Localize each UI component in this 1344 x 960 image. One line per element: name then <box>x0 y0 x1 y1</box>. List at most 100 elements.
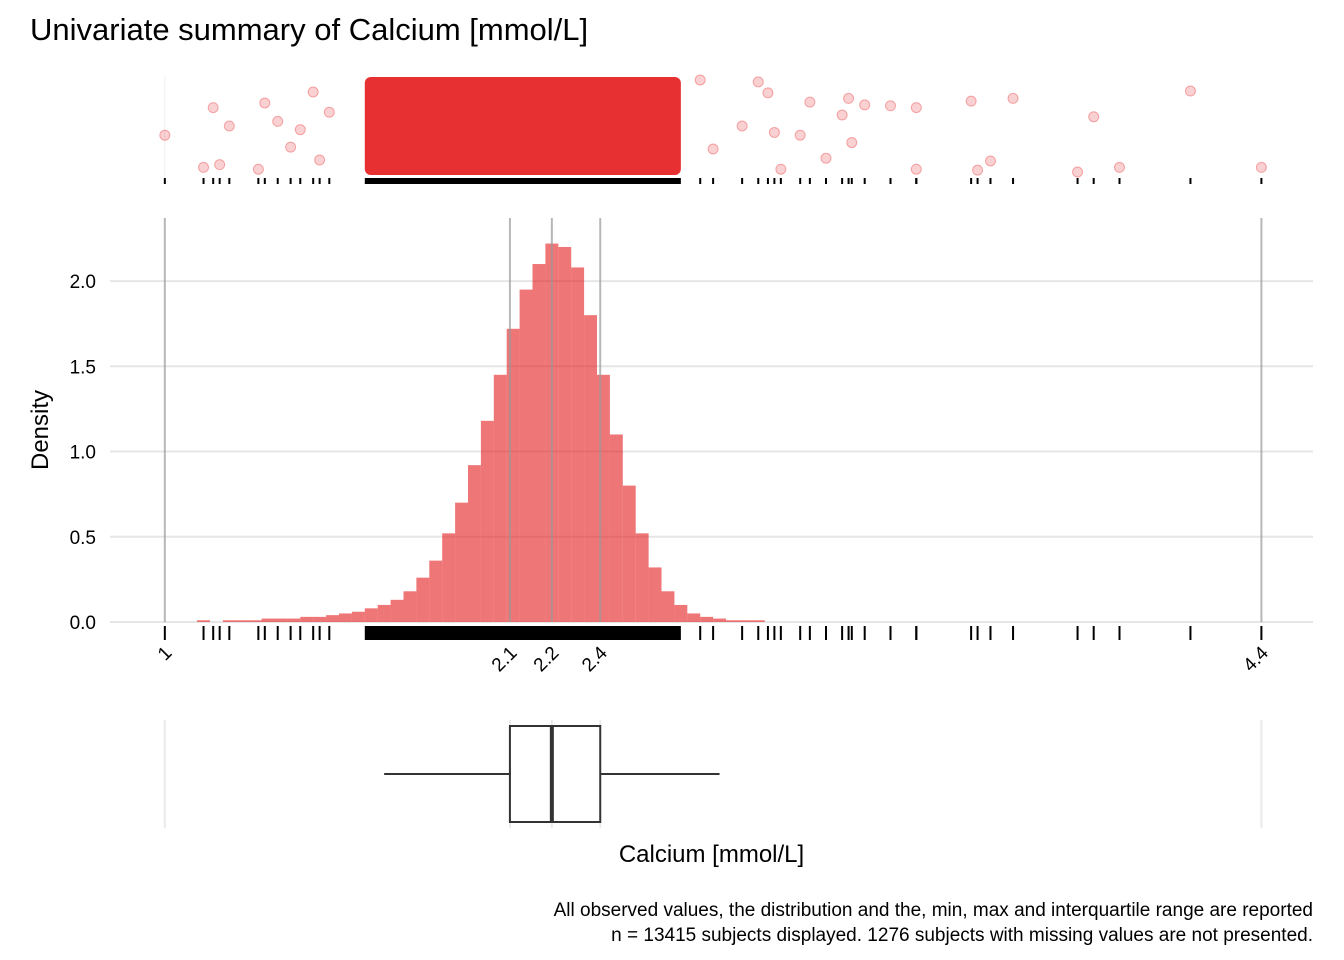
point <box>694 74 706 86</box>
bar <box>416 577 430 622</box>
bar <box>506 328 520 622</box>
point <box>252 163 264 175</box>
point <box>198 161 210 173</box>
point <box>294 124 306 136</box>
point <box>859 99 871 111</box>
point <box>285 141 297 153</box>
point <box>884 100 896 112</box>
bar <box>377 604 391 622</box>
point <box>1255 161 1267 173</box>
bar <box>738 620 752 622</box>
point <box>846 137 858 149</box>
bar <box>751 620 765 622</box>
caption: n = 13415 subjects displayed. 1276 subje… <box>611 925 1313 946</box>
y-axis-label: Density <box>27 390 54 470</box>
point <box>314 154 326 166</box>
bar <box>571 267 585 622</box>
bar <box>274 618 288 622</box>
box <box>508 725 602 823</box>
point <box>910 102 922 114</box>
point <box>307 86 319 98</box>
bar <box>609 434 623 622</box>
point <box>984 155 996 167</box>
x-tick-label: 2.4 <box>578 642 612 676</box>
x-tick-label: 1 <box>154 643 176 665</box>
y-tick-label: 0.0 <box>70 613 96 634</box>
bar <box>674 604 688 622</box>
chart-title: Univariate summary of Calcium [mmol/L] <box>30 12 588 47</box>
point <box>272 115 284 127</box>
bar <box>713 618 727 622</box>
x-axis-label: Calcium [mmol/L] <box>619 841 804 868</box>
point <box>159 129 171 141</box>
point <box>965 95 977 107</box>
point <box>214 159 226 171</box>
bar <box>635 533 649 622</box>
y-tick-label: 0.5 <box>70 528 96 549</box>
point <box>820 152 832 164</box>
caption: All observed values, the distribution an… <box>554 900 1313 921</box>
bar <box>338 613 352 622</box>
dense-points <box>364 77 681 175</box>
y-tick-label: 1.5 <box>70 357 96 378</box>
point <box>972 164 984 176</box>
bar <box>300 616 314 622</box>
y-tick-label: 2.0 <box>70 272 96 293</box>
point <box>707 143 719 155</box>
dense-rug <box>364 178 681 184</box>
x-tick-label: 2.1 <box>488 643 522 677</box>
bar <box>661 591 675 622</box>
bar <box>687 613 701 622</box>
bar <box>351 611 365 622</box>
bar <box>287 618 301 622</box>
bar <box>519 289 533 622</box>
point <box>736 120 748 132</box>
point <box>323 106 335 118</box>
point <box>836 109 848 121</box>
point <box>1072 166 1084 178</box>
point <box>843 92 855 104</box>
point <box>794 129 806 141</box>
bar <box>390 599 404 622</box>
bar <box>467 465 481 622</box>
point <box>762 87 774 99</box>
bar <box>558 246 572 622</box>
bar <box>364 608 378 622</box>
y-tick-label: 1.0 <box>70 443 96 464</box>
point <box>259 97 271 109</box>
bar <box>197 620 210 622</box>
bar <box>248 620 262 622</box>
point <box>804 96 816 108</box>
bar <box>597 374 610 622</box>
point <box>223 120 235 132</box>
bar <box>403 591 417 622</box>
dense-rug <box>364 626 681 640</box>
x-tick-label: 4.4 <box>1239 642 1273 676</box>
bar <box>480 420 494 622</box>
point <box>775 163 787 175</box>
point <box>1088 111 1100 123</box>
bar <box>532 264 546 622</box>
bar <box>493 374 507 622</box>
point <box>1184 85 1196 97</box>
point <box>768 126 780 138</box>
bar <box>235 620 249 622</box>
bar <box>726 620 739 622</box>
bar <box>455 502 468 622</box>
bar <box>326 615 339 622</box>
bar <box>648 567 662 622</box>
point <box>752 76 764 88</box>
bar <box>429 560 443 622</box>
bar <box>261 618 275 622</box>
x-tick-label: 2.2 <box>530 643 564 677</box>
bar <box>222 620 236 622</box>
point <box>910 163 922 175</box>
point <box>1007 92 1019 104</box>
bar <box>584 315 598 622</box>
bar <box>622 485 636 622</box>
bar <box>313 616 327 622</box>
point <box>1113 161 1125 173</box>
bar <box>700 616 714 622</box>
bar <box>442 533 456 622</box>
